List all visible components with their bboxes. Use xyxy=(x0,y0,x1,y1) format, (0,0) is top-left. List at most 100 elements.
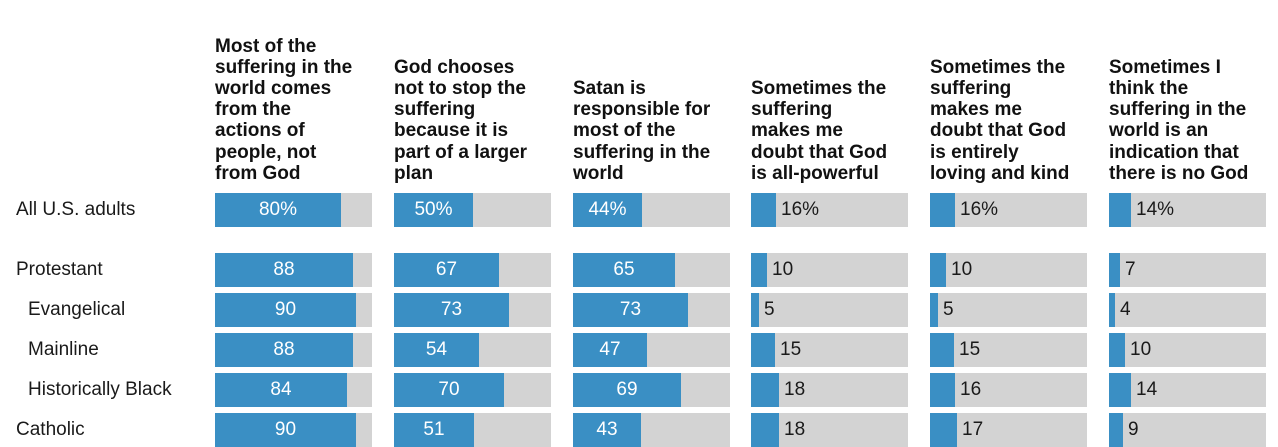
bar-track: 16 xyxy=(930,373,1087,407)
bar xyxy=(930,333,954,367)
column-header-line: suffering xyxy=(751,99,833,121)
data-label: 5 xyxy=(764,299,775,320)
bar-track: 5 xyxy=(930,293,1087,327)
bar xyxy=(1109,253,1120,287)
bar-track: 14 xyxy=(1109,373,1266,407)
column-header-line: most of the xyxy=(573,120,676,142)
bar xyxy=(394,253,499,287)
bar xyxy=(751,373,779,407)
bar xyxy=(215,373,347,407)
column-header-line: responsible for xyxy=(573,99,711,121)
bar xyxy=(573,413,641,447)
bar xyxy=(394,193,473,227)
data-label: 73 xyxy=(440,299,463,320)
bar xyxy=(930,413,957,447)
data-label: 90 xyxy=(274,419,297,440)
data-label: 69 xyxy=(616,379,638,400)
column-header-line: suffering in the xyxy=(215,56,353,78)
data-label: 73 xyxy=(619,299,642,320)
column-header-1: Most of the suffering in the world comes fr… xyxy=(215,4,375,184)
data-label: 17 xyxy=(962,419,984,440)
bar-track: 9 xyxy=(1109,413,1266,447)
bar xyxy=(751,253,767,287)
data-label: 88 xyxy=(273,259,295,280)
column-header-line: indication that xyxy=(1109,141,1239,163)
bar xyxy=(930,253,946,287)
data-label: 80% xyxy=(258,199,298,220)
data-label: 7 xyxy=(1125,259,1136,280)
column-header-4: Sometimes the suffering makes me doubt that… xyxy=(751,4,911,184)
data-label: 16% xyxy=(960,199,999,220)
data-label: 18 xyxy=(784,419,806,440)
data-label: 90 xyxy=(274,299,297,320)
column-header-line: people, not xyxy=(215,141,317,163)
bar-track: 67 xyxy=(394,253,551,287)
bar xyxy=(930,373,955,407)
bar xyxy=(751,333,775,367)
column-header-line: actions of xyxy=(215,120,305,142)
column-header-3: Satan is responsible for most of the suffer… xyxy=(573,4,733,184)
column-header-line: from the xyxy=(215,99,291,121)
bar-track: 65 xyxy=(573,253,730,287)
bar xyxy=(1109,333,1125,367)
column-header-line: world comes xyxy=(215,77,332,99)
bar xyxy=(215,253,353,287)
bar-track: 4 xyxy=(1109,293,1266,327)
data-label: 14 xyxy=(1136,379,1158,400)
data-label: 16% xyxy=(781,199,820,220)
bar xyxy=(394,373,504,407)
column-header-line: Sometimes I xyxy=(1109,56,1221,78)
bar-track: 16% xyxy=(751,193,908,227)
bar xyxy=(1109,193,1131,227)
bar xyxy=(573,373,681,407)
column-header-line: not to stop the xyxy=(394,77,526,99)
column-header-line: from God xyxy=(215,162,301,184)
column-header-line: because it is xyxy=(394,120,509,142)
bar xyxy=(215,293,356,327)
bar-track: 90 xyxy=(215,293,372,327)
bar xyxy=(394,413,474,447)
data-label: 9 xyxy=(1128,419,1139,440)
bar-track: 18 xyxy=(751,373,908,407)
column-header-line: loving and kind xyxy=(930,162,1070,184)
column-header-line: God chooses xyxy=(394,56,515,78)
bar xyxy=(1109,293,1115,327)
bar-track: 43 xyxy=(573,413,730,447)
bar xyxy=(394,293,509,327)
row-label: All U.S. adults xyxy=(16,199,136,220)
column-header-line: Sometimes the xyxy=(751,77,887,99)
data-label: 50% xyxy=(414,199,453,220)
bar xyxy=(751,413,779,447)
column-header-line: world xyxy=(573,162,624,184)
data-label: 4 xyxy=(1120,299,1131,320)
column-header-line: doubt that God xyxy=(751,141,888,163)
row-label: Catholic xyxy=(16,419,85,440)
bar xyxy=(751,293,759,327)
bar xyxy=(1109,373,1131,407)
bar-track: 90 xyxy=(215,413,372,447)
bar xyxy=(930,193,955,227)
column-header-line: suffering in the xyxy=(1109,99,1247,121)
data-label: 15 xyxy=(959,339,981,360)
bar-track: 7 xyxy=(1109,253,1266,287)
column-header-line: is all-powerful xyxy=(751,162,879,184)
bar xyxy=(1109,413,1123,447)
bar-track: 51 xyxy=(394,413,551,447)
data-label: 65 xyxy=(613,259,635,280)
bar xyxy=(573,193,642,227)
data-label: 84 xyxy=(270,379,292,400)
column-header-line: makes me xyxy=(751,120,843,142)
bar-track: 54 xyxy=(394,333,551,367)
bar-track: 88 xyxy=(215,253,372,287)
data-label: 54 xyxy=(425,339,448,360)
bar-track: 10 xyxy=(751,253,908,287)
data-label: 10 xyxy=(951,259,973,280)
bar-track: 69 xyxy=(573,373,730,407)
bar xyxy=(573,293,688,327)
bar-track: 10 xyxy=(930,253,1087,287)
bar-track: 88 xyxy=(215,333,372,367)
data-label: 16 xyxy=(960,379,982,400)
bar-track: 50% xyxy=(394,193,551,227)
column-header-2: God chooses not to stop the suffering becau… xyxy=(394,4,554,184)
